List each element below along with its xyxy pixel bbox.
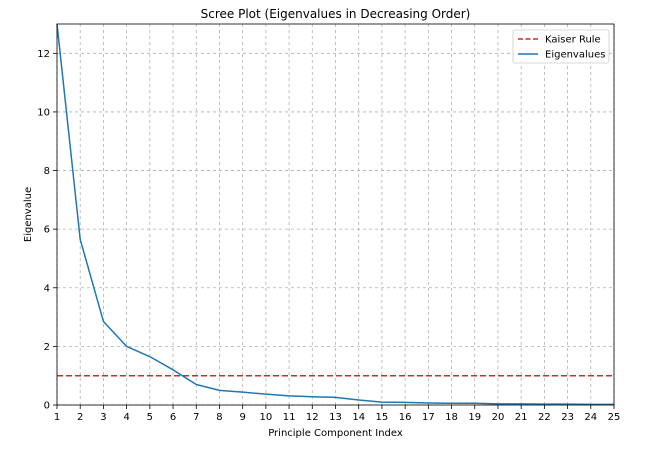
x-tick-label: 18 [445,412,458,423]
y-tick-label: 6 [44,225,50,236]
y-tick-label: 4 [44,283,50,294]
x-tick-label: 10 [260,412,273,423]
grid-lines [56,24,615,406]
x-tick-label: 5 [147,412,153,423]
y-axis-label: Eigenvalue [23,187,34,242]
x-tick-label: 20 [492,412,505,423]
y-tick-label: 10 [37,107,50,118]
x-tick-label: 8 [216,412,222,423]
x-axis-label: Principle Component Index [268,428,403,439]
legend-label: Kaiser Rule [545,35,601,46]
x-tick-label: 2 [77,412,83,423]
x-tick-label: 12 [306,412,319,423]
y-tick-label: 2 [44,342,50,353]
y-tick-label: 0 [44,401,50,412]
y-axis-ticks: 0 2 4 6 8 10 12 [37,49,57,412]
x-tick-label: 4 [123,412,129,423]
chart-title: Scree Plot (Eigenvalues in Decreasing Or… [201,7,471,21]
series-lines [56,23,615,406]
x-tick-label: 11 [283,412,296,423]
x-tick-label: 3 [100,412,106,423]
x-tick-label: 1 [54,412,60,423]
y-tick-label: 8 [44,166,50,177]
x-axis-ticks: 1 2 3 4 5 6 7 8 9 10 11 12 13 14 15 16 17 18 19 20 21 22 23 24 2… [54,405,621,423]
x-tick-label: 19 [468,412,481,423]
x-tick-label: 17 [422,412,435,423]
x-tick-label: 15 [376,412,389,423]
x-tick-label: 21 [515,412,528,423]
x-tick-label: 14 [352,412,365,423]
legend-label: Eigenvalues [545,50,605,61]
x-tick-label: 23 [561,412,574,423]
x-tick-label: 16 [399,412,412,423]
y-tick-label: 12 [37,49,50,60]
x-tick-label: 24 [584,412,597,423]
x-tick-label: 25 [608,412,621,423]
x-tick-label: 22 [538,412,551,423]
x-tick-label: 7 [193,412,199,423]
x-tick-label: 6 [170,412,176,423]
x-tick-label: 9 [239,412,245,423]
legend: Kaiser Rule Eigenvalues [512,29,610,64]
x-tick-label: 13 [329,412,342,423]
